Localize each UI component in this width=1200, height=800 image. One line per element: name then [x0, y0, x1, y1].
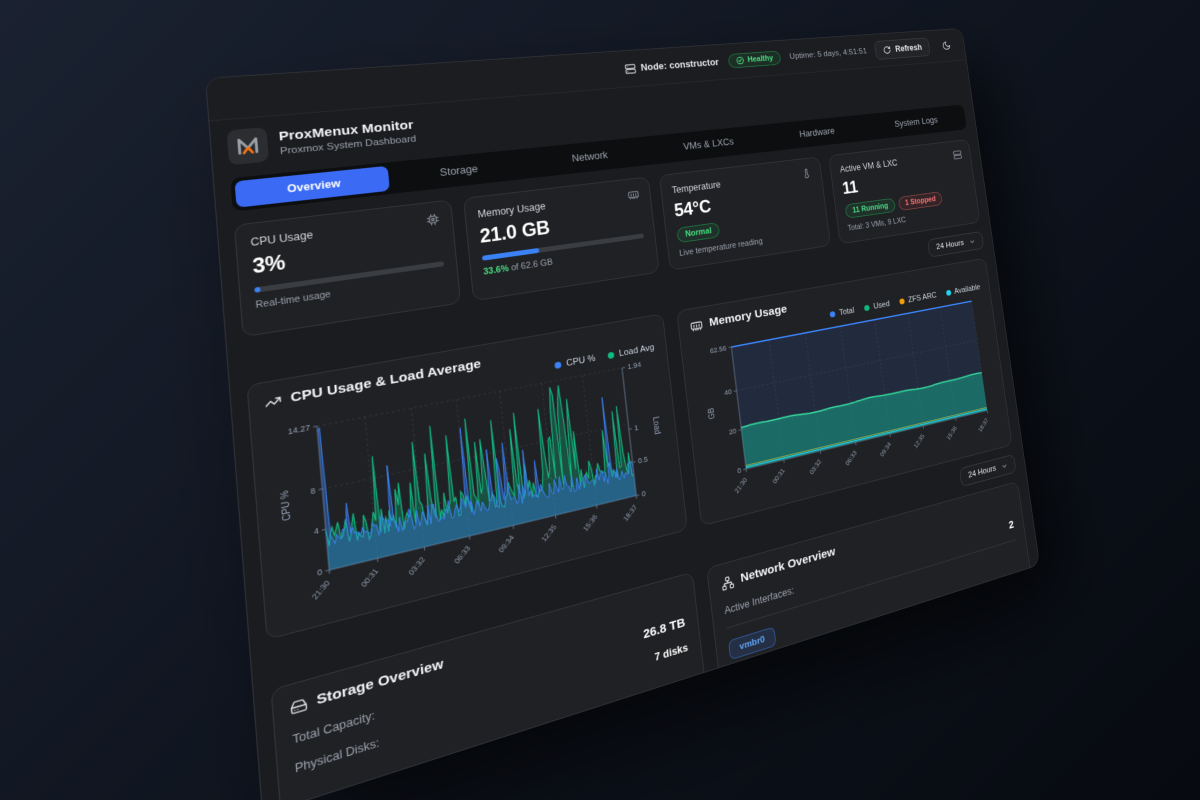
cpu-chip-icon — [426, 213, 440, 227]
memory-percent-text: 33.6% — [482, 263, 510, 278]
svg-text:06:33: 06:33 — [452, 544, 472, 565]
temperature-status-badge: Normal — [676, 222, 721, 244]
vm-running-badge: 11 Running — [844, 197, 896, 219]
svg-text:0.5: 0.5 — [638, 455, 649, 465]
cpu-progress-fill — [254, 286, 261, 293]
svg-text:09:34: 09:34 — [879, 440, 893, 458]
temperature-card-label: Temperature — [671, 178, 722, 196]
svg-text:0: 0 — [641, 489, 646, 498]
svg-text:GB: GB — [707, 407, 717, 420]
tab-network[interactable]: Network — [571, 149, 609, 165]
svg-text:06:33: 06:33 — [844, 449, 858, 467]
node-indicator: Node: constructor — [624, 57, 720, 75]
svg-text:21:30: 21:30 — [733, 476, 749, 495]
memory-chart-card: Memory Usage Total Used ZFS ARC Availabl… — [676, 257, 1013, 527]
server-icon — [624, 63, 636, 75]
legend-dot-total — [829, 310, 836, 318]
interface-pill-vmbr0[interactable]: vmbr0 — [728, 626, 777, 661]
hard-drive-icon — [289, 695, 308, 716]
cpu-card-label: CPU Usage — [250, 228, 314, 249]
memory-usage-card: Memory Usage 21.0 GB 33.6% of 62.6 GB — [463, 176, 660, 302]
memory-total-text: of 62.6 GB — [508, 257, 554, 274]
moon-icon — [941, 40, 951, 50]
tab-storage[interactable]: Storage — [439, 163, 479, 179]
svg-text:09:34: 09:34 — [497, 533, 516, 554]
network-divider — [726, 539, 1016, 629]
cpu-usage-card: CPU Usage 3% Real-time usage — [233, 199, 462, 338]
legend-dot-cpu — [554, 361, 562, 370]
svg-text:62.56: 62.56 — [710, 344, 727, 355]
svg-text:14.27: 14.27 — [287, 423, 310, 436]
tab-vms-lxcs[interactable]: VMs & LXCs — [682, 136, 735, 153]
tab-system-logs[interactable]: System Logs — [893, 115, 939, 130]
tab-hardware[interactable]: Hardware — [798, 125, 836, 140]
tab-overview[interactable]: Overview — [234, 165, 390, 208]
time-range-select[interactable]: 24 Hours — [927, 231, 985, 258]
physical-disks-row: Physical Disks: 7 disks — [294, 642, 688, 776]
legend-dot-used — [864, 304, 871, 312]
memory-chart: 21:30 00:31 03:32 06:33 09:34 12:35 15:36 18:37… — [707, 292, 1003, 495]
dashboard-window: Node: constructor Healthy Uptime: 5 days… — [205, 28, 1040, 800]
health-badge: Healthy — [727, 50, 782, 69]
cpu-load-chart-card: CPU Usage & Load Average CPU % Load Avg … — [246, 313, 688, 641]
svg-text:1.94: 1.94 — [627, 360, 642, 371]
svg-text:0: 0 — [737, 466, 742, 475]
active-vm-lxc-card: Active VM & LXC 11 11 Running 1 Stopped … — [828, 139, 981, 245]
refresh-button[interactable]: Refresh — [874, 37, 931, 60]
legend-dot-available — [945, 289, 952, 297]
memory-stick-icon — [689, 318, 703, 333]
node-label: Node: constructor — [640, 57, 720, 73]
svg-text:00:31: 00:31 — [359, 566, 380, 588]
server-stack-icon — [952, 149, 962, 160]
active-interfaces-label: Active Interfaces: — [723, 584, 795, 617]
active-interfaces-value: 2 — [1007, 518, 1015, 532]
bottom-time-range-select[interactable]: 24 Hours — [959, 453, 1017, 488]
check-circle-icon — [735, 56, 744, 65]
memory-progress-fill — [481, 247, 539, 261]
trending-up-icon — [264, 392, 282, 410]
svg-text:18:37: 18:37 — [977, 417, 990, 434]
svg-text:4: 4 — [313, 526, 319, 536]
health-badge-label: Healthy — [747, 53, 774, 65]
svg-text:8: 8 — [310, 486, 316, 496]
legend-dot-zfs-arc — [899, 298, 905, 305]
legend-dot-load — [607, 351, 615, 360]
svg-text:15:36: 15:36 — [945, 424, 958, 441]
memory-stick-icon — [627, 188, 640, 201]
bottom-time-range-value: 24 Hours — [967, 463, 997, 480]
temperature-card: Temperature 54°C Normal Live temperature… — [658, 156, 831, 271]
svg-text:21:30: 21:30 — [310, 578, 332, 601]
header-titles: ProxMenux Monitor Proxmox System Dashboa… — [278, 118, 416, 157]
svg-text:0: 0 — [317, 567, 323, 578]
refresh-button-label: Refresh — [894, 42, 923, 54]
logo-m-icon — [233, 133, 263, 160]
svg-text:00:31: 00:31 — [771, 467, 786, 486]
svg-text:CPU %: CPU % — [280, 489, 294, 522]
svg-text:20: 20 — [729, 427, 737, 437]
memory-card-label: Memory Usage — [477, 200, 547, 220]
svg-text:Load: Load — [651, 416, 662, 436]
thermometer-icon — [801, 168, 812, 180]
svg-text:03:32: 03:32 — [808, 458, 823, 476]
vm-card-label: Active VM & LXC — [839, 157, 899, 175]
svg-text:03:32: 03:32 — [406, 555, 427, 577]
refresh-icon — [883, 45, 892, 54]
theme-toggle-button[interactable] — [936, 35, 956, 56]
svg-text:40: 40 — [724, 388, 732, 397]
chevron-down-icon — [1001, 461, 1008, 470]
uptime-text: Uptime: 5 days, 4:51:51 — [789, 47, 868, 62]
svg-text:18:37: 18:37 — [621, 503, 639, 523]
svg-text:15:36: 15:36 — [581, 513, 599, 533]
chevron-down-icon — [969, 237, 976, 245]
svg-text:12:35: 12:35 — [912, 432, 926, 449]
svg-text:12:35: 12:35 — [540, 523, 559, 544]
network-icon — [721, 574, 735, 591]
proxmenux-logo — [226, 127, 270, 166]
total-capacity-value: 26.8 TB — [642, 615, 686, 642]
svg-text:1: 1 — [634, 423, 639, 432]
physical-disks-value: 7 disks — [654, 641, 689, 664]
vm-stopped-badge: 1 Stopped — [897, 191, 944, 212]
time-range-value: 24 Hours — [935, 238, 965, 252]
charts-row: CPU Usage & Load Average CPU % Load Avg … — [246, 257, 1013, 641]
